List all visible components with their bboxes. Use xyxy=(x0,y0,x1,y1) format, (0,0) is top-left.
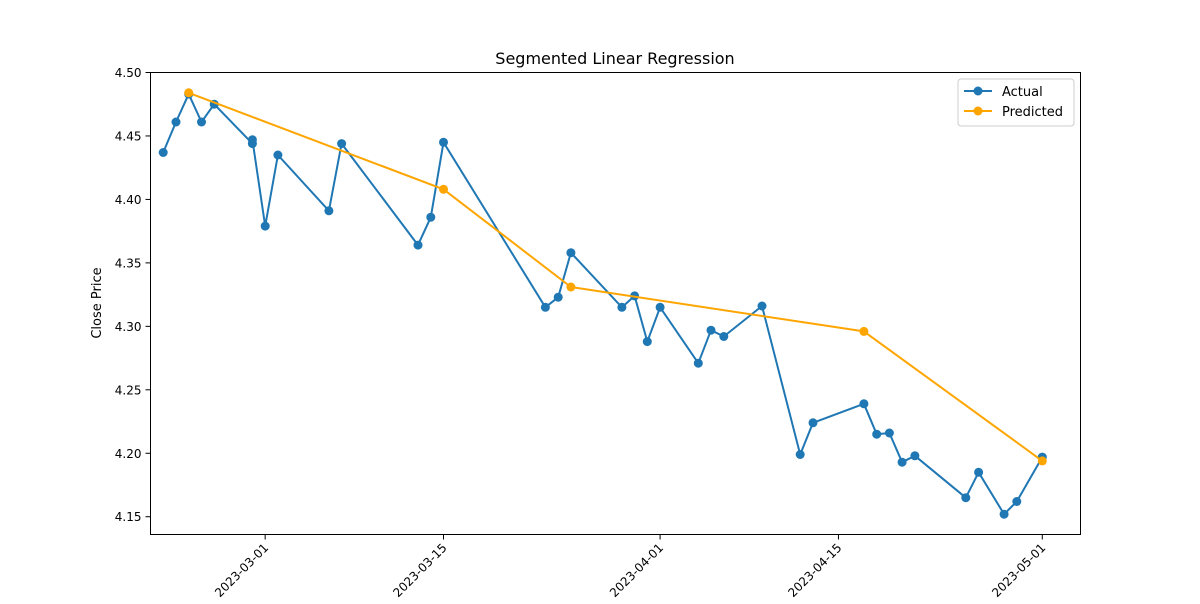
data-point-predicted xyxy=(566,282,576,292)
y-tick-label: 4.15 xyxy=(115,510,142,524)
legend-label-predicted: Predicted xyxy=(1002,105,1063,120)
data-point-actual xyxy=(324,206,334,216)
legend-marker-predicted xyxy=(973,106,983,116)
data-point-actual xyxy=(910,451,920,461)
series-line-predicted xyxy=(188,91,1043,462)
y-tick-label: 4.50 xyxy=(115,66,142,80)
data-point-actual xyxy=(553,292,563,302)
x-tick-label: 2023-04-15 xyxy=(785,541,844,600)
data-point-actual xyxy=(897,457,907,467)
data-point-actual xyxy=(872,429,882,439)
data-point-actual xyxy=(808,418,818,428)
data-point-actual xyxy=(426,212,436,222)
chart-title: Segmented Linear Regression xyxy=(495,49,734,68)
data-point-predicted xyxy=(439,184,448,194)
x-tick-label: 2023-03-01 xyxy=(212,541,271,600)
data-point-actual xyxy=(617,302,627,312)
data-point-actual xyxy=(706,325,716,335)
data-point-actual xyxy=(247,135,257,145)
data-point-actual xyxy=(439,137,448,147)
data-point-predicted xyxy=(859,326,869,336)
legend: Actual Predicted xyxy=(957,78,1075,127)
y-tick-label: 4.20 xyxy=(115,447,142,461)
data-point-actual xyxy=(337,139,347,149)
data-point-predicted xyxy=(1037,456,1047,466)
data-point-actual xyxy=(273,150,283,160)
legend-marker-actual xyxy=(973,86,983,96)
data-point-actual xyxy=(974,467,984,477)
data-point-actual xyxy=(859,399,869,409)
y-axis-label: Close Price xyxy=(90,267,105,338)
data-point-actual xyxy=(197,117,206,127)
y-tick-label: 4.35 xyxy=(115,256,142,270)
data-point-actual xyxy=(999,509,1009,519)
data-point-actual xyxy=(260,221,270,231)
data-point-actual xyxy=(1012,497,1022,506)
data-point-actual xyxy=(884,428,894,438)
data-point-actual xyxy=(693,358,703,368)
y-tick-label: 4.30 xyxy=(115,320,142,334)
data-point-actual xyxy=(795,450,805,459)
y-tick-label: 4.40 xyxy=(115,193,142,207)
plot-area xyxy=(158,88,1047,519)
data-point-actual xyxy=(566,248,576,258)
legend-label-actual: Actual xyxy=(1002,85,1043,100)
data-point-actual xyxy=(642,337,652,347)
data-point-actual xyxy=(540,302,550,312)
data-point-actual xyxy=(757,301,767,311)
series-line-actual xyxy=(162,93,1044,516)
x-tick-label: 2023-05-01 xyxy=(989,541,1048,600)
y-tick-label: 4.25 xyxy=(115,383,142,397)
y-tick-label: 4.45 xyxy=(115,129,142,143)
data-point-actual xyxy=(413,240,423,250)
data-point-actual xyxy=(719,332,729,341)
data-point-actual xyxy=(961,493,971,503)
data-point-predicted xyxy=(184,88,194,98)
x-tick-label: 2023-03-15 xyxy=(390,541,449,600)
data-point-actual xyxy=(655,302,665,312)
data-point-actual xyxy=(158,148,168,157)
x-tick-label: 2023-04-01 xyxy=(607,541,666,600)
axes-frame xyxy=(150,72,1081,535)
data-point-actual xyxy=(171,117,181,127)
